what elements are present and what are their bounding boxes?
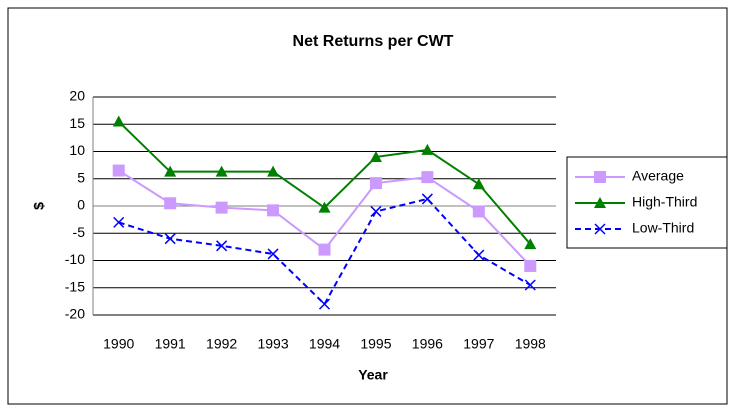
marker <box>421 171 434 184</box>
legend-label: High-Third <box>632 194 697 210</box>
y-tick-label: 5 <box>77 169 85 185</box>
y-tick-label: -15 <box>65 278 85 294</box>
chart-title: Net Returns per CWT <box>293 33 454 50</box>
x-tick-label: 1998 <box>515 336 546 352</box>
marker <box>215 165 228 177</box>
series-line <box>118 197 531 306</box>
marker <box>524 279 536 291</box>
marker <box>318 298 331 310</box>
marker <box>421 193 433 205</box>
legend-marker <box>594 171 606 183</box>
marker <box>421 143 434 155</box>
x-tick-label: 1990 <box>103 336 134 352</box>
x-tick-label: 1992 <box>206 336 237 352</box>
marker <box>267 248 279 260</box>
y-tick-label: 10 <box>69 142 85 158</box>
x-axis-label: Year <box>358 367 388 383</box>
marker <box>524 238 537 250</box>
marker <box>370 205 382 217</box>
y-tick-label: -5 <box>73 224 86 240</box>
marker <box>215 201 228 214</box>
x-tick-label: 1991 <box>155 336 186 352</box>
marker <box>164 165 177 177</box>
legend-label: Average <box>632 168 684 184</box>
marker <box>112 115 125 127</box>
y-tick-label: 0 <box>77 197 85 213</box>
marker <box>113 216 125 228</box>
marker <box>267 165 280 177</box>
x-tick-label: 1995 <box>360 336 391 352</box>
marker <box>472 178 485 190</box>
marker <box>524 259 537 272</box>
marker <box>369 150 382 162</box>
marker <box>267 204 280 217</box>
marker <box>164 233 176 245</box>
legend-marker <box>594 223 606 235</box>
marker <box>472 205 485 218</box>
x-tick-label: 1994 <box>309 336 340 352</box>
y-tick-label: -20 <box>65 306 85 322</box>
y-tick-label: 20 <box>69 88 85 104</box>
marker <box>318 243 331 256</box>
marker <box>369 177 382 190</box>
marker <box>318 201 331 213</box>
legend-marker <box>594 197 606 208</box>
marker <box>216 240 228 252</box>
y-tick-label: 15 <box>69 115 85 131</box>
x-tick-label: 1996 <box>412 336 443 352</box>
y-tick-label: -10 <box>65 251 85 267</box>
marker <box>473 249 485 261</box>
x-tick-label: 1993 <box>257 336 288 352</box>
legend-label: Low-Third <box>632 220 694 236</box>
y-axis-label: $ <box>31 202 47 210</box>
marker <box>164 197 177 210</box>
marker <box>112 164 125 177</box>
x-tick-label: 1997 <box>463 336 494 352</box>
